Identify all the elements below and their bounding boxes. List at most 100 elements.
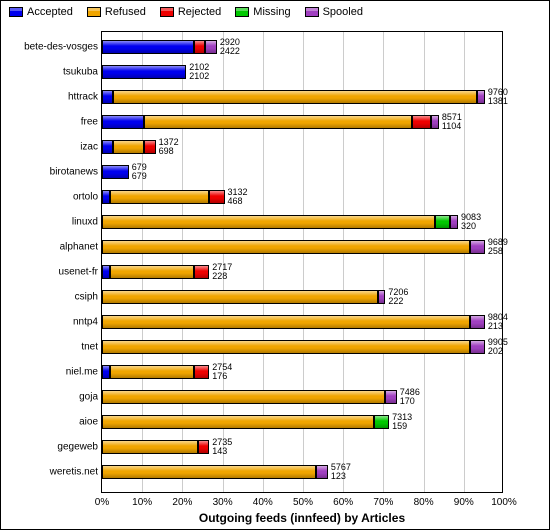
- bar-segment: [102, 215, 435, 229]
- bar-segment: [435, 215, 450, 229]
- y-category-label: linuxd: [72, 217, 102, 228]
- legend: Accepted Refused Rejected Missing Spooled: [1, 1, 549, 21]
- bar-segment: [374, 415, 389, 429]
- bar-segment: [102, 90, 113, 104]
- legend-label: Spooled: [323, 6, 363, 18]
- value-label-line: 2422: [220, 47, 240, 56]
- y-category-label: gegeweb: [57, 442, 102, 453]
- bar-segment: [102, 365, 110, 379]
- value-label-line: 123: [331, 472, 351, 481]
- bar-row: 85711104: [102, 113, 502, 131]
- bar-segment: [470, 315, 485, 329]
- x-tick-label: 80%: [414, 497, 434, 508]
- bar-segment: [378, 290, 386, 304]
- bar-row: 2717228: [102, 263, 502, 281]
- legend-item: Rejected: [160, 6, 221, 18]
- value-label-line: 159: [392, 422, 412, 431]
- value-label: 9905202: [485, 338, 508, 356]
- bar-segment: [102, 240, 470, 254]
- x-tick-label: 60%: [333, 497, 353, 508]
- y-category-label: free: [81, 117, 102, 128]
- value-label: 5767123: [328, 463, 351, 481]
- bar-segment: [385, 390, 396, 404]
- y-category-label: nntp4: [73, 317, 102, 328]
- value-label-line: 228: [212, 272, 232, 281]
- bar-row: 3132468: [102, 188, 502, 206]
- value-label: 7313159: [389, 413, 412, 431]
- legend-item: Accepted: [9, 6, 73, 18]
- bar-row: 2735143: [102, 438, 502, 456]
- legend-swatch: [305, 7, 319, 17]
- bar-segment: [102, 390, 385, 404]
- y-category-label: tnet: [81, 342, 102, 353]
- bar-segment: [110, 265, 194, 279]
- legend-item: Refused: [87, 6, 146, 18]
- bar-row: 9083320: [102, 213, 502, 231]
- value-label: 7486170: [397, 388, 420, 406]
- bar-segment: [110, 190, 210, 204]
- bar-segment: [102, 140, 113, 154]
- value-label-line: 1104: [442, 122, 462, 131]
- value-label-line: 170: [400, 397, 420, 406]
- x-tick-label: 90%: [454, 497, 474, 508]
- legend-swatch: [87, 7, 101, 17]
- y-category-label: httrack: [68, 92, 102, 103]
- bar-row: 9905202: [102, 338, 502, 356]
- value-label-line: 202: [488, 347, 508, 356]
- value-label: 85711104: [439, 113, 462, 131]
- value-label-line: 213: [488, 322, 508, 331]
- value-label-line: 258: [488, 247, 508, 256]
- legend-label: Accepted: [27, 6, 73, 18]
- bar-segment: [470, 240, 485, 254]
- value-label: 9689258: [485, 238, 508, 256]
- chart-container: AcceptedRefusedRejectedMissingSpooled 0%…: [0, 0, 550, 530]
- y-category-label: usenet-fr: [59, 267, 102, 278]
- bar-row: 29202422: [102, 38, 502, 56]
- bar-segment: [194, 365, 209, 379]
- bar-segment: [102, 190, 110, 204]
- value-label: 9804213: [485, 313, 508, 331]
- bar-segment: [431, 115, 439, 129]
- value-label-line: 320: [461, 222, 481, 231]
- value-label: 1372698: [156, 138, 179, 156]
- bar-segment: [450, 215, 458, 229]
- y-category-label: aioe: [79, 417, 102, 428]
- value-label-line: 176: [212, 372, 232, 381]
- y-category-label: alphanet: [60, 242, 102, 253]
- bar-segment: [102, 165, 129, 179]
- value-label: 2735143: [209, 438, 232, 456]
- y-category-label: ortolo: [73, 192, 102, 203]
- legend-label: Refused: [105, 6, 146, 18]
- legend-label: Missing: [253, 6, 290, 18]
- bar-row: 7486170: [102, 388, 502, 406]
- bar-row: 679679: [102, 163, 502, 181]
- bar-row: 7313159: [102, 413, 502, 431]
- bar-segment: [194, 265, 209, 279]
- bar-row: 21022102: [102, 63, 502, 81]
- bar-segment: [194, 40, 205, 54]
- bar-segment: [102, 440, 198, 454]
- legend-label: Rejected: [178, 6, 221, 18]
- value-label-line: 468: [228, 197, 248, 206]
- bar-segment: [102, 290, 378, 304]
- value-label-line: 2102: [189, 72, 209, 81]
- bar-row: 2754176: [102, 363, 502, 381]
- bar-segment: [205, 40, 216, 54]
- legend-swatch: [160, 7, 174, 17]
- bar-segment: [110, 365, 194, 379]
- x-tick-label: 20%: [172, 497, 192, 508]
- bar-segment: [102, 415, 374, 429]
- bar-segment: [144, 140, 155, 154]
- bar-segment: [113, 90, 477, 104]
- y-category-label: izac: [80, 142, 102, 153]
- y-category-label: niel.me: [66, 367, 102, 378]
- bar-segment: [102, 65, 186, 79]
- legend-swatch: [9, 7, 23, 17]
- value-label-line: 222: [388, 297, 408, 306]
- y-category-label: bete-des-vosges: [24, 42, 102, 53]
- bar-segment: [209, 190, 224, 204]
- x-tick-label: 100%: [491, 497, 517, 508]
- y-category-label: birotanews: [50, 167, 102, 178]
- value-label: 3132468: [225, 188, 248, 206]
- bar-row: 9689258: [102, 238, 502, 256]
